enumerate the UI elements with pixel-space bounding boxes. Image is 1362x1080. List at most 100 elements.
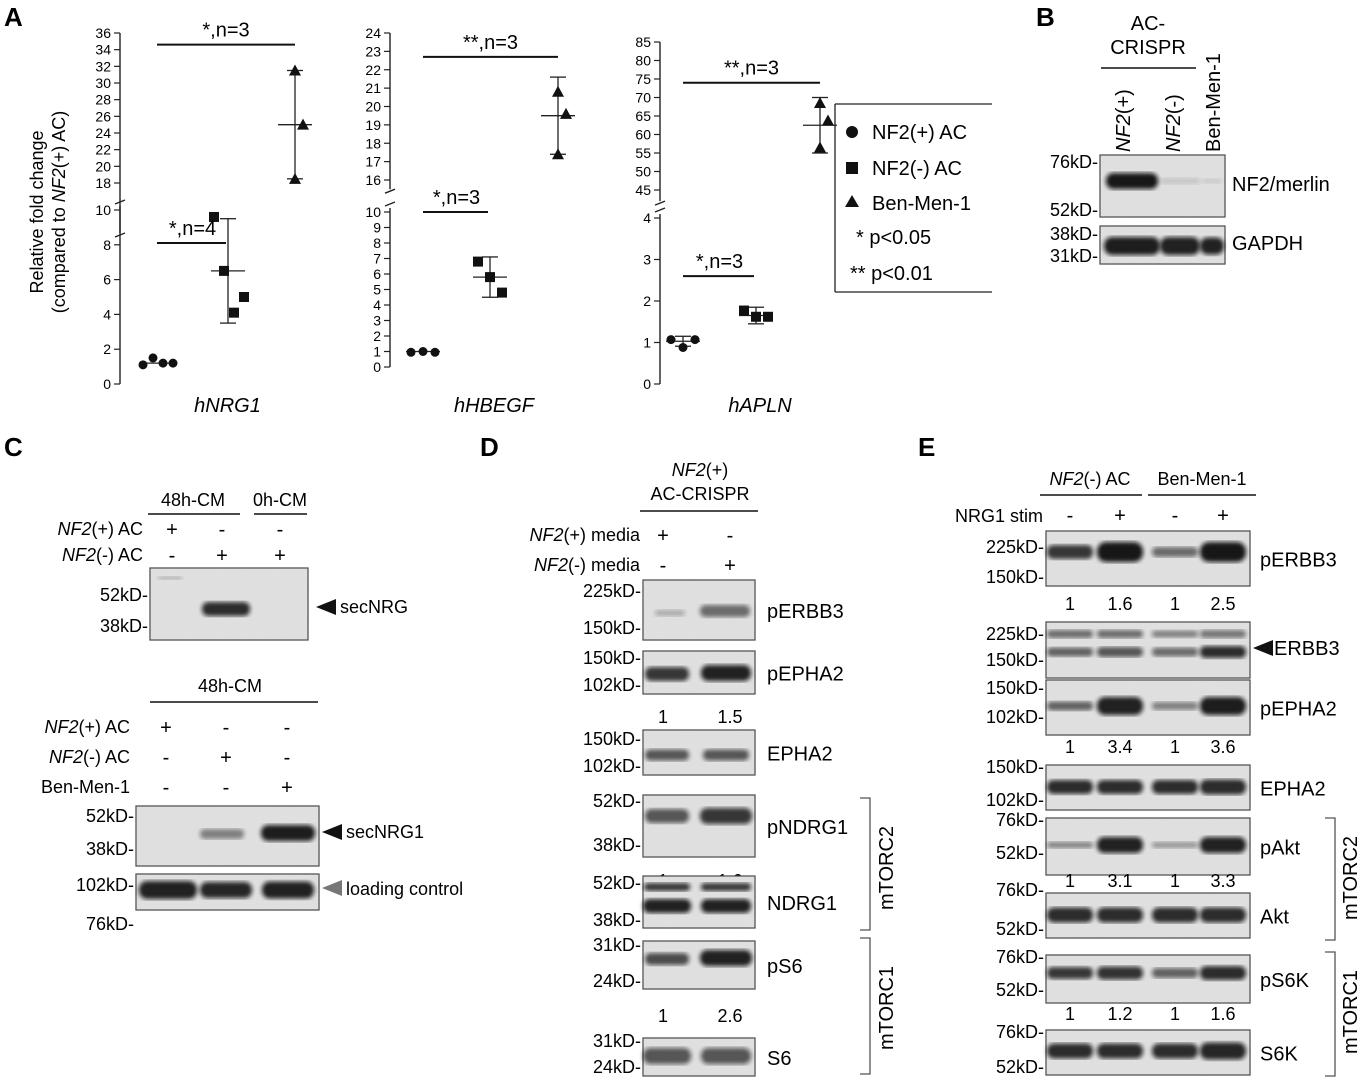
- blot-band: [1200, 779, 1246, 795]
- point-benmen: [289, 64, 301, 76]
- point-nf2-neg: [751, 311, 761, 322]
- tick-label: 6: [103, 272, 111, 288]
- mw-marker: 52kD-: [593, 791, 641, 811]
- panel-c-top-header: 48h-CM 0h-CM: [148, 490, 307, 515]
- mw-marker: 150kD-: [583, 729, 641, 749]
- condition-sign: -: [727, 525, 734, 547]
- blot-epha2: [1045, 764, 1251, 811]
- quant-value: 1: [1170, 594, 1180, 614]
- point-nf2-pos: [666, 335, 676, 345]
- condition-sign: +: [166, 519, 178, 541]
- condition-sign: +: [160, 717, 172, 739]
- condition-sign: -: [223, 717, 230, 739]
- panel-d-blots: 225kD- 150kD-pERBB3 150kD- 102kD-pEPHA2 1 1.5…: [583, 579, 898, 1077]
- panel-b-lane-1: NF2(+): [1113, 89, 1135, 152]
- blot-label: ERBB3: [1274, 638, 1340, 660]
- condition-sign: +: [724, 555, 736, 577]
- blot-band: [1152, 907, 1198, 923]
- condition-sign: +: [1217, 505, 1229, 527]
- condition-row-label: NF2(+) AC: [57, 519, 143, 539]
- condition-row-label: NF2(-) AC: [49, 747, 130, 767]
- mw-marker: 52kD-: [996, 843, 1044, 863]
- point-nf2-pos: [690, 335, 700, 345]
- blot-texture: [643, 795, 755, 857]
- arrowhead-icon: [1253, 640, 1273, 656]
- blot-band: [1097, 697, 1143, 715]
- panel-b-group-line2: CRISPR: [1110, 37, 1186, 59]
- quant-value: 1: [658, 707, 668, 727]
- blot-band: [200, 829, 244, 839]
- blot-band: [645, 749, 689, 761]
- mw-marker: 150kD-: [986, 757, 1044, 777]
- mw-marker: 52kD-: [100, 585, 148, 605]
- mw-marker: 150kD-: [986, 567, 1044, 587]
- blot-band: [1202, 178, 1222, 184]
- panel-b-lane-2: NF2(-): [1163, 94, 1185, 152]
- point-nf2-neg: [739, 305, 749, 316]
- sig-annotation: **,n=3: [724, 58, 779, 80]
- point-benmen: [552, 148, 564, 160]
- blot-label: pS6K: [1260, 970, 1310, 992]
- mw-marker: 52kD-: [996, 1057, 1044, 1077]
- bracket: [1325, 951, 1336, 1077]
- bracket: [860, 937, 871, 1075]
- mw-marker: 31kD-: [1050, 246, 1098, 266]
- panel-b: AC- CRISPR NF2(+) NF2(-) Ben-Men-1: [1101, 13, 1225, 152]
- tick-label: 50: [635, 164, 651, 180]
- blot-band: [1152, 547, 1198, 557]
- blot-band: [1152, 1043, 1198, 1059]
- panel-label-c: C: [4, 432, 23, 462]
- tick-label: 9: [373, 220, 381, 236]
- blot-band: [1152, 968, 1198, 978]
- blot-band: [1152, 842, 1198, 848]
- blot-pndrg1: [642, 794, 756, 858]
- chart-3: 0 1 2 3 4 45 50 55 60 65 70 75 80 85 hAPLN *,n=3 **,n=3: [635, 34, 837, 417]
- quant-value: 2.5: [1210, 594, 1235, 614]
- mw-marker: 76kD-: [996, 947, 1044, 967]
- blot-label: EPHA2: [767, 744, 833, 766]
- mw-marker: 38kD-: [86, 839, 134, 859]
- blot-nf2-merlin: [1099, 154, 1226, 218]
- condition-sign: +: [1114, 505, 1126, 527]
- tick-label: 2: [643, 293, 651, 309]
- blot-band: [200, 882, 252, 898]
- quant-value: 1: [1170, 1004, 1180, 1024]
- blot-label: S6: [767, 1048, 791, 1070]
- mw-marker: 102kD-: [986, 707, 1044, 727]
- tick-label: 1: [373, 344, 381, 360]
- panel-b-group-line1: AC-: [1131, 13, 1165, 35]
- mw-marker: 24kD-: [593, 971, 641, 991]
- mw-marker: 76kD-: [1050, 152, 1098, 172]
- panel-label-d: D: [480, 432, 499, 462]
- panel-c-bottom-rows: NF2(+) AC + - - NF2(-) AC - + - Ben-Men-1 - - +: [41, 717, 293, 799]
- panel-c-bottom-group: 48h-CM: [198, 676, 262, 696]
- point-nf2-pos: [678, 342, 688, 352]
- mw-marker: 76kD-: [996, 810, 1044, 830]
- blot-band: [1097, 966, 1143, 980]
- x-axis-label: hHBEGF: [454, 395, 536, 417]
- axis-break: [114, 199, 126, 238]
- tick-label: 8: [103, 237, 111, 253]
- tick-label: 22: [95, 142, 111, 158]
- blot-label: S6K: [1260, 1044, 1298, 1066]
- legend-sig-p05: * p<0.05: [856, 227, 931, 249]
- blot-label: pS6: [767, 956, 803, 978]
- tick-label: 75: [635, 71, 651, 87]
- legend-sig-p01: ** p<0.01: [850, 263, 933, 285]
- legend-label-nf2-pos: NF2(+) AC: [872, 122, 967, 144]
- blot-band: [1047, 780, 1093, 794]
- tick-label: 2: [103, 341, 111, 357]
- panel-c-top-rows: NF2(+) AC + - - NF2(-) AC - + +: [57, 519, 285, 567]
- blot-pakt: [1045, 817, 1251, 876]
- mw-marker: 102kD-: [76, 875, 134, 895]
- point-nf2-neg: [763, 311, 773, 322]
- condition-row-label: NF2(+) AC: [44, 717, 130, 737]
- blot-label: NF2/merlin: [1232, 174, 1330, 196]
- mw-marker: 225kD-: [986, 537, 1044, 557]
- axis-break: [384, 188, 396, 207]
- ylabel-line1: Relative fold change: [27, 130, 47, 293]
- bracket-label: mTORC1: [1340, 970, 1362, 1054]
- blot-perbb3: [642, 579, 756, 641]
- mw-marker: 76kD-: [996, 880, 1044, 900]
